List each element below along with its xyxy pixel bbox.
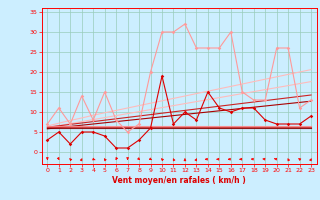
X-axis label: Vent moyen/en rafales ( km/h ): Vent moyen/en rafales ( km/h ) (112, 176, 246, 185)
